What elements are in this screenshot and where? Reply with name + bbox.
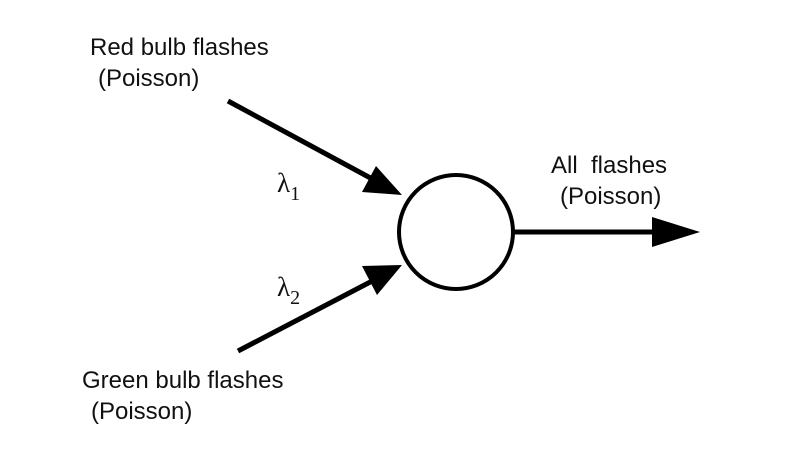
output-label: All flashes (Poisson) [551,150,667,212]
red-rate-symbol: λ [277,168,290,198]
green-bulb-subtitle: (Poisson) [91,396,283,427]
green-input-arrow-line [238,279,376,351]
red-input-arrow-line [228,101,376,181]
red-bulb-subtitle: (Poisson) [98,63,269,94]
merge-node-circle [399,175,513,289]
green-bulb-title: Green bulb flashes [82,365,283,396]
red-input-arrowhead [362,166,402,195]
red-rate-subscript: 1 [290,183,300,205]
output-arrowhead [652,217,700,247]
output-subtitle: (Poisson) [560,181,667,212]
green-bulb-label: Green bulb flashes (Poisson) [82,365,283,427]
green-rate-symbol: λ [277,272,290,302]
red-bulb-label: Red bulb flashes (Poisson) [90,32,269,94]
green-rate-subscript: 2 [290,287,300,309]
red-bulb-title: Red bulb flashes [90,32,269,63]
output-title: All flashes [551,150,667,181]
green-input-arrowhead [362,265,402,295]
red-rate-label: λ1 [277,168,300,206]
green-rate-label: λ2 [277,272,300,310]
